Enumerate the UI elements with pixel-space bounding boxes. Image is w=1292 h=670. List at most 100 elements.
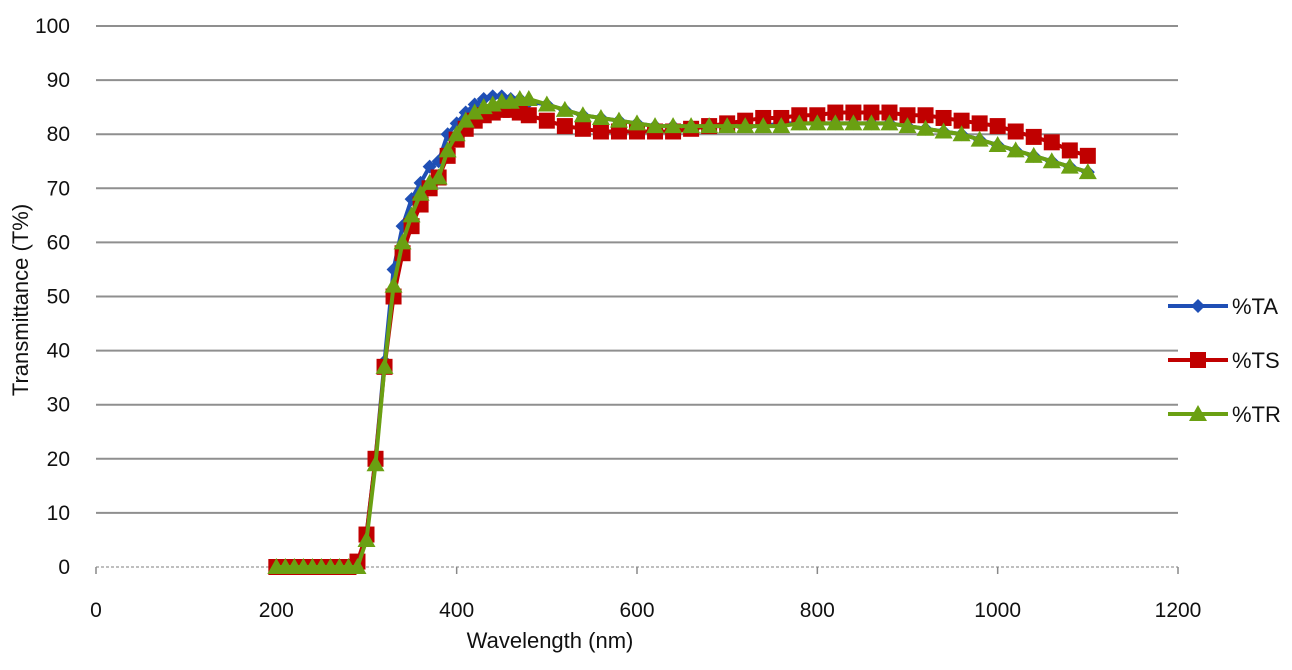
data-point-ts (592, 123, 609, 140)
series-ts (268, 101, 1096, 575)
data-point-tr (537, 95, 556, 112)
y-tick-label: 0 (58, 556, 70, 579)
data-point-tr (429, 168, 448, 185)
data-point-tr (934, 122, 953, 139)
legend-item-ts: %TS (1168, 348, 1280, 373)
data-point-tr (772, 117, 791, 134)
data-point-ts (971, 115, 988, 132)
legend-item-ta: %TA (1168, 294, 1278, 319)
data-point-tr (393, 233, 412, 250)
data-point-tr (438, 141, 457, 158)
data-point-ts (899, 107, 916, 124)
x-tick-label: 1000 (974, 599, 1021, 622)
x-tick-label: 200 (259, 599, 294, 622)
data-point-tr (573, 106, 592, 123)
data-point-tr (591, 108, 610, 125)
data-point-tr (1060, 157, 1079, 174)
data-point-tr (682, 117, 701, 134)
series-line-tr (276, 97, 1089, 569)
y-tick-label: 10 (47, 502, 70, 525)
data-point-ts (1043, 134, 1060, 151)
data-point-ts (574, 120, 591, 137)
x-tick-label: 0 (90, 599, 102, 622)
data-point-ts (1025, 128, 1042, 145)
data-point-tr (736, 117, 755, 134)
x-tick-label: 400 (439, 599, 474, 622)
data-point-tr (1042, 152, 1061, 169)
data-point-tr (646, 117, 665, 134)
data-point-ts (556, 118, 573, 135)
data-point-tr (366, 455, 385, 472)
y-tick-label: 50 (47, 286, 70, 309)
data-point-tr (1078, 163, 1097, 180)
legend-marker-ta (1191, 299, 1205, 313)
data-point-tr (970, 130, 989, 147)
data-point-ts (989, 118, 1006, 135)
data-point-tr (754, 117, 773, 134)
data-point-tr (898, 117, 917, 134)
data-point-ts (520, 107, 537, 124)
data-point-ts (863, 104, 880, 121)
data-point-tr (519, 90, 538, 107)
data-point-tr (609, 111, 628, 128)
y-axis-ticks: 0 10 20 30 40 50 60 70 80 90 100 (35, 15, 70, 579)
x-tick-label: 800 (800, 599, 835, 622)
series-line-ta (276, 94, 1089, 569)
data-point-ts (917, 107, 934, 124)
legend-label-tr: %TR (1232, 402, 1281, 427)
legend-marker-tr (1189, 405, 1207, 421)
data-point-ts (1061, 142, 1078, 159)
data-point-tr (357, 530, 376, 547)
data-point-ts (953, 112, 970, 129)
data-point-tr (1006, 141, 1025, 158)
data-point-tr (826, 114, 845, 131)
legend-label-ta: %TA (1232, 294, 1278, 319)
data-point-tr (790, 114, 809, 131)
gridlines (96, 25, 1178, 568)
y-tick-label: 30 (47, 394, 70, 417)
data-point-ts (1079, 147, 1096, 164)
x-tick-label: 600 (619, 599, 654, 622)
legend-label-ts: %TS (1232, 348, 1280, 373)
y-tick-label: 40 (47, 340, 70, 363)
data-point-tr (555, 100, 574, 117)
data-point-tr (700, 117, 719, 134)
data-point-tr (862, 114, 881, 131)
series-ta (269, 89, 1095, 574)
data-point-ts (827, 104, 844, 121)
data-point-ts (1007, 123, 1024, 140)
data-point-tr (447, 125, 466, 142)
data-point-tr (988, 136, 1007, 153)
series-line-ts (276, 107, 1089, 569)
data-point-tr (411, 184, 430, 201)
data-point-tr (952, 125, 971, 142)
legend-marker-ts (1190, 352, 1206, 368)
data-point-tr (420, 173, 439, 190)
data-point-tr (1024, 146, 1043, 163)
y-tick-label: 20 (47, 448, 70, 471)
data-point-tr (456, 111, 475, 128)
y-tick-label: 60 (47, 231, 70, 254)
data-point-tr (348, 558, 367, 574)
data-point-ts (538, 112, 555, 129)
data-point-ta (449, 116, 464, 131)
data-point-tr (384, 276, 403, 293)
series-tr (267, 90, 1097, 574)
y-tick-label: 100 (35, 15, 70, 38)
data-point-tr (718, 117, 737, 134)
y-tick-label: 70 (47, 177, 70, 200)
series-layer (267, 89, 1097, 575)
x-axis-label: Wavelength (nm) (467, 628, 634, 653)
data-point-tr (375, 357, 394, 374)
legend-item-tr: %TR (1168, 402, 1281, 427)
data-point-tr (880, 114, 899, 131)
data-point-ts (881, 104, 898, 121)
data-point-ts (845, 104, 862, 121)
data-point-tr (916, 119, 935, 136)
data-point-tr (844, 114, 863, 131)
x-tick-label: 1200 (1155, 599, 1202, 622)
y-tick-label: 80 (47, 123, 70, 146)
data-point-tr (808, 114, 827, 131)
x-axis-ticks: 0 200 400 600 800 1000 1200 (90, 567, 1201, 622)
